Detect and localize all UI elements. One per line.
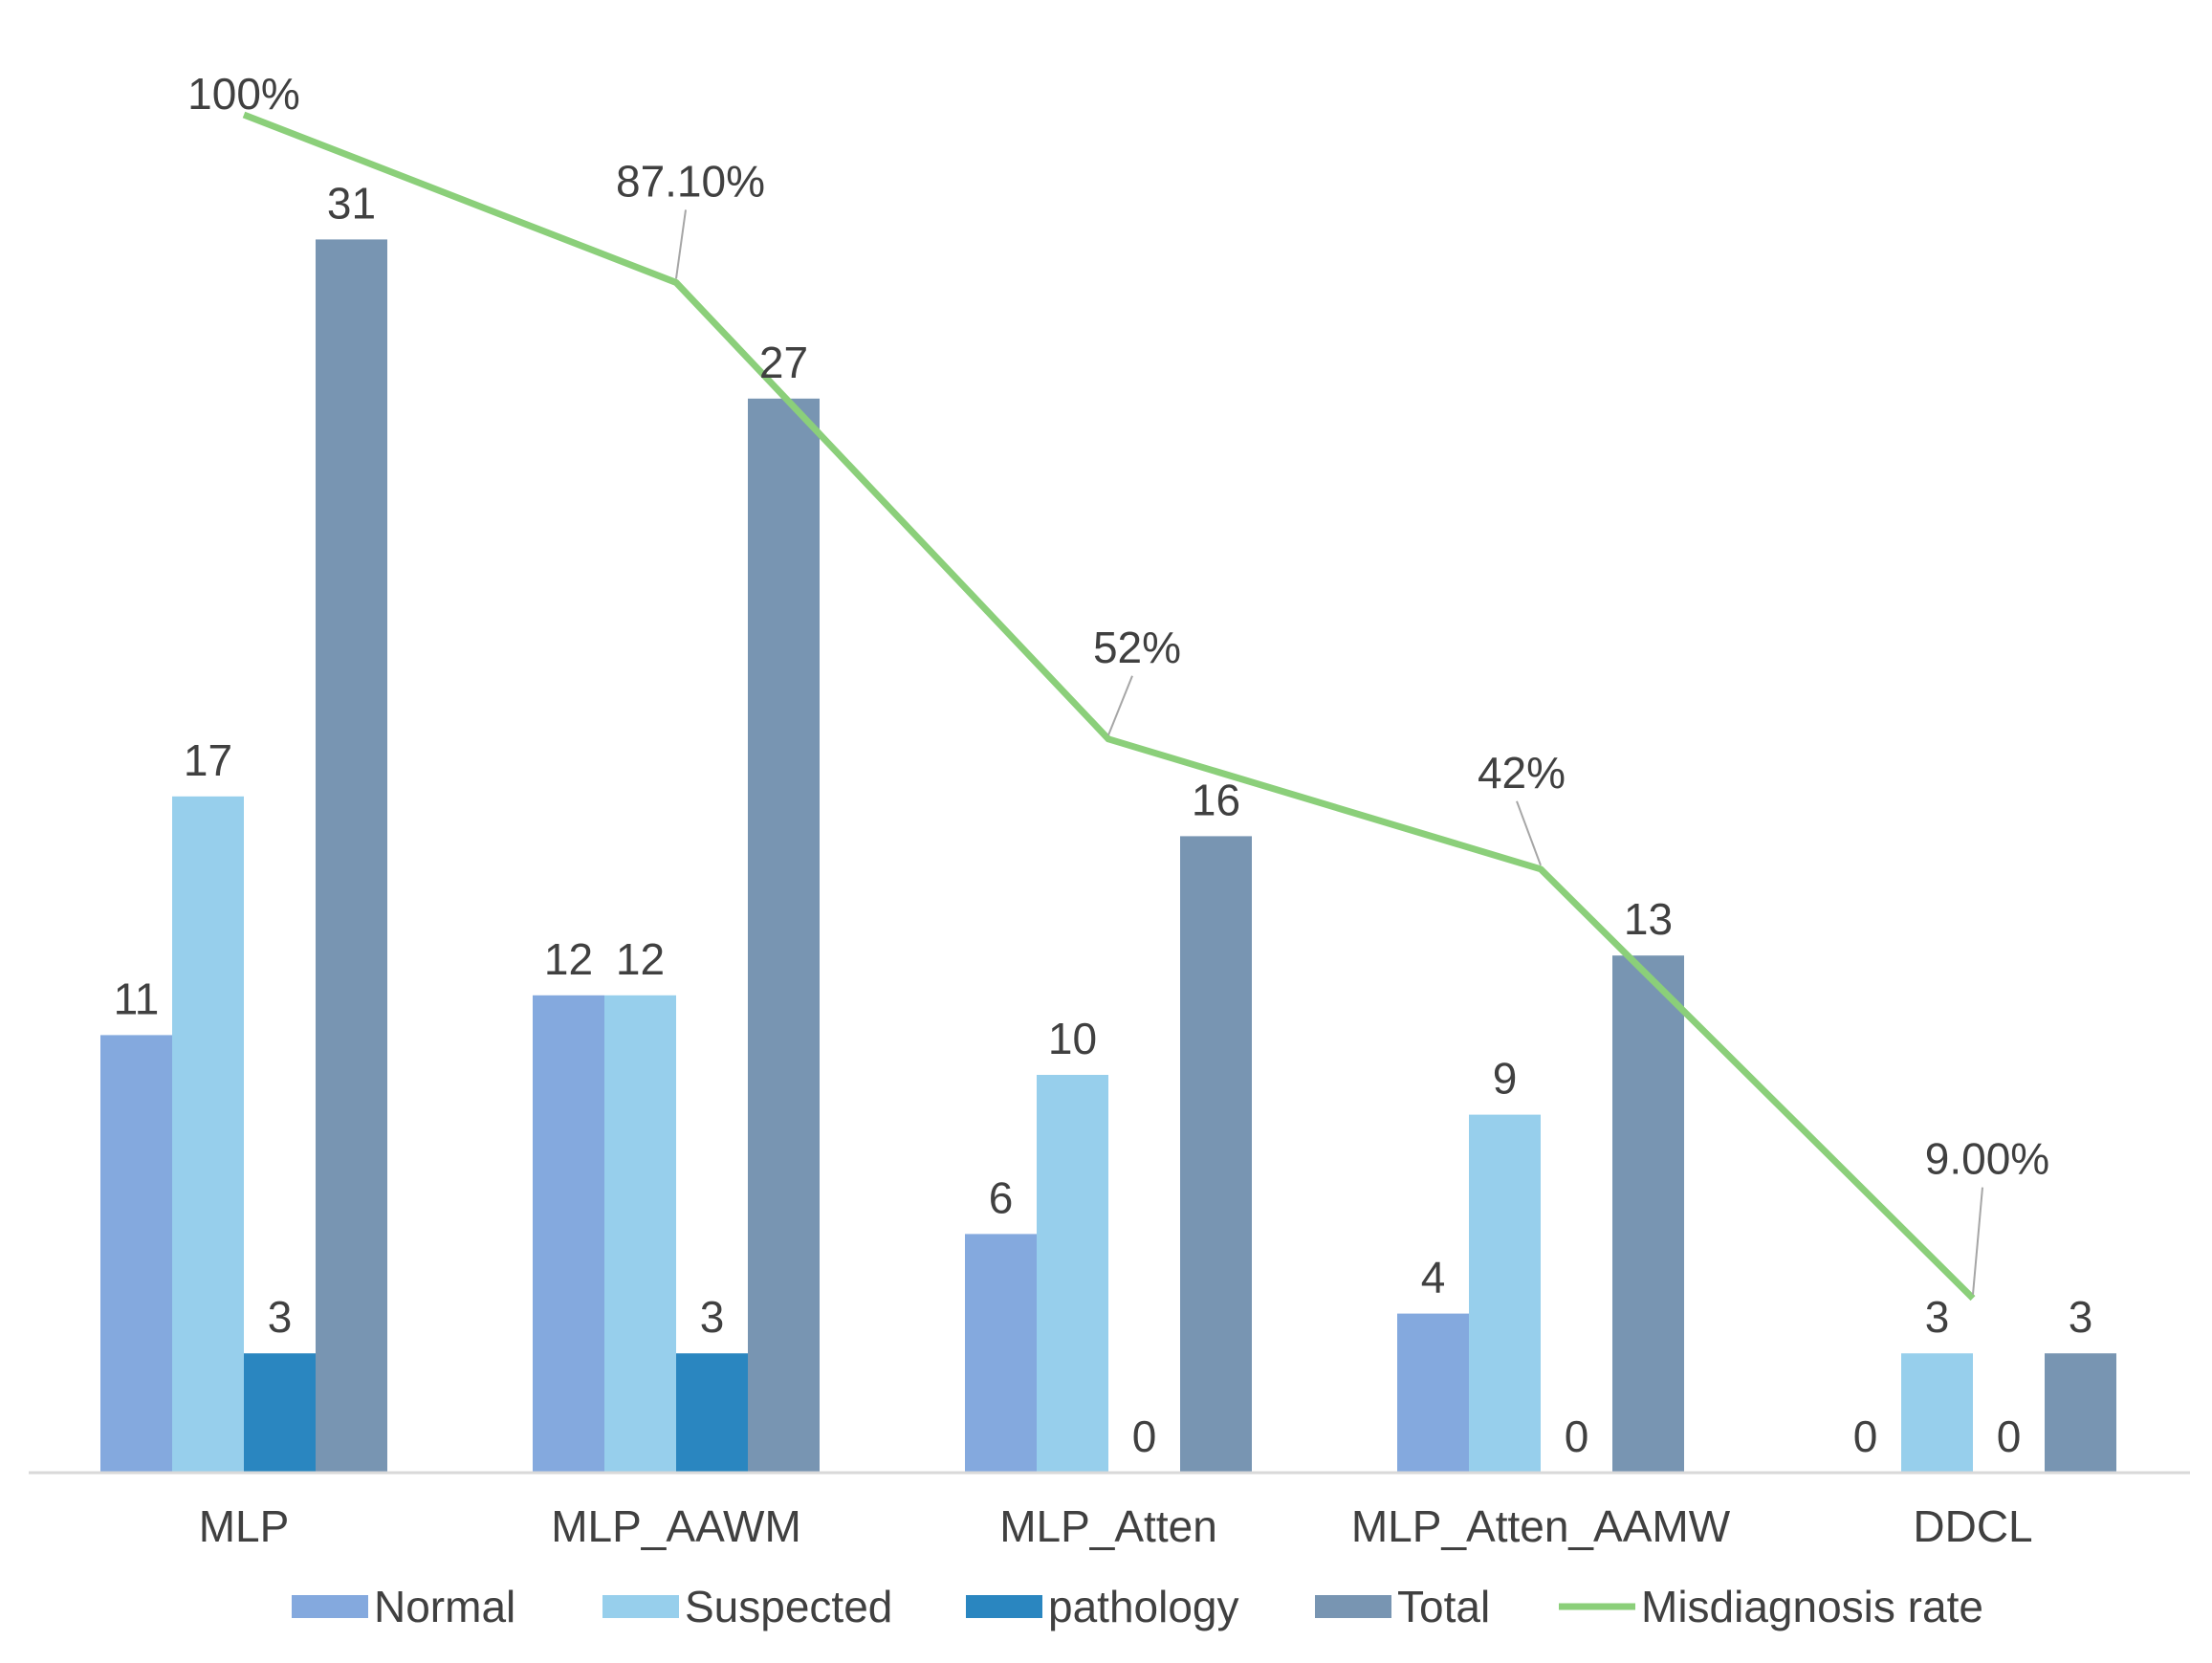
value-label-suspected-mlp-atten-aamw: 9 [1493, 1054, 1518, 1104]
value-label-pathology-mlp-atten: 0 [1132, 1411, 1157, 1461]
value-label-total-mlp: 31 [327, 178, 376, 228]
category-label-mlp-aawm: MLP_AAWM [551, 1501, 801, 1551]
value-label-normal-mlp-atten-aamw: 4 [1421, 1253, 1446, 1302]
rate-label-mlp-atten-aamw: 42% [1478, 748, 1566, 798]
value-label-normal-mlp: 11 [114, 974, 160, 1023]
rate-leader-line-mlp-atten-aamw [1516, 800, 1542, 866]
value-label-total-ddcl: 3 [2069, 1292, 2093, 1342]
category-label-mlp: MLP [199, 1501, 290, 1551]
category-label-mlp-atten-aamw: MLP_Atten_AAMW [1351, 1501, 1731, 1551]
value-label-total-mlp-aawm: 27 [759, 338, 808, 387]
bar-normal-mlp-atten [965, 1234, 1037, 1473]
bar-normal-mlp [100, 1035, 172, 1473]
legend-label-suspected: Suspected [685, 1582, 892, 1631]
value-label-total-mlp-atten-aamw: 13 [1624, 894, 1673, 944]
value-label-pathology-ddcl: 0 [1997, 1411, 2022, 1461]
bar-normal-mlp-aawm [533, 995, 604, 1473]
bar-pathology-mlp [244, 1353, 316, 1473]
category-label-mlp-atten: MLP_Atten [999, 1501, 1217, 1551]
value-label-suspected-mlp: 17 [184, 735, 232, 785]
rate-leader-line-ddcl [1972, 1187, 1983, 1295]
legend-label-pathology: pathology [1048, 1582, 1239, 1631]
bar-suspected-mlp-atten [1037, 1075, 1108, 1473]
legend-label-total: Total [1397, 1582, 1490, 1631]
bar-total-mlp-atten-aamw [1612, 955, 1684, 1473]
value-label-normal-mlp-atten: 6 [989, 1172, 1014, 1222]
value-label-suspected-mlp-aawm: 12 [616, 934, 665, 984]
rate-line-layer [242, 111, 1976, 1302]
rate-label-ddcl: 9.00% [1925, 1134, 2049, 1184]
legend-label-misdiagnosis-rate: Misdiagnosis rate [1641, 1582, 1983, 1631]
legend: Normal Suspected pathology Total Misdiagnosi… [292, 1582, 1983, 1631]
bar-suspected-mlp-aawm [604, 995, 676, 1473]
value-label-total-mlp-atten: 16 [1192, 775, 1240, 824]
category-label-ddcl: DDCL [1913, 1501, 2032, 1551]
value-label-suspected-ddcl: 3 [1925, 1292, 1950, 1342]
legend-swatch-normal [292, 1595, 368, 1618]
value-label-normal-ddcl: 0 [1853, 1411, 1878, 1461]
value-label-pathology-mlp: 3 [268, 1292, 293, 1342]
legend-swatch-pathology [966, 1595, 1042, 1618]
rate-label-mlp-aawm: 87.10% [616, 156, 765, 206]
bar-total-mlp-aawm [748, 398, 820, 1473]
bar-normal-mlp-atten-aamw [1397, 1313, 1469, 1473]
bar-pathology-mlp-aawm [676, 1353, 748, 1473]
value-label-suspected-mlp-atten: 10 [1048, 1014, 1097, 1063]
bars-layer [100, 239, 2116, 1473]
legend-swatch-total [1315, 1595, 1391, 1618]
bar-suspected-mlp-atten-aamw [1469, 1114, 1541, 1473]
rate-label-mlp-atten: 52% [1093, 623, 1181, 672]
bar-total-mlp-atten [1180, 836, 1252, 1473]
rate-label-mlp: 100% [187, 69, 300, 119]
bar-total-ddcl [2045, 1353, 2116, 1473]
bar-suspected-ddcl [1901, 1353, 1973, 1473]
labels-layer: 11 17 3 31 12 12 3 27 6 10 0 16 4 9 0 13 0 3 0 3 100% 87.10% 5… [114, 69, 2093, 1461]
misdiagnosis-rate-line [242, 111, 1976, 1302]
legend-label-normal: Normal [374, 1582, 515, 1631]
rate-leader-line-mlp-aawm [675, 209, 687, 279]
legend-swatch-suspected [602, 1595, 679, 1618]
value-label-pathology-mlp-aawm: 3 [700, 1292, 725, 1342]
value-label-pathology-mlp-atten-aamw: 0 [1565, 1411, 1589, 1461]
bar-suspected-mlp [172, 796, 244, 1473]
category-labels: MLP MLP_AAWM MLP_Atten MLP_Atten_AAMW DDCL [199, 1501, 2033, 1551]
bar-total-mlp [316, 239, 387, 1473]
rate-leader-line-mlp-atten [1107, 675, 1133, 736]
value-label-normal-mlp-aawm: 12 [544, 934, 593, 984]
